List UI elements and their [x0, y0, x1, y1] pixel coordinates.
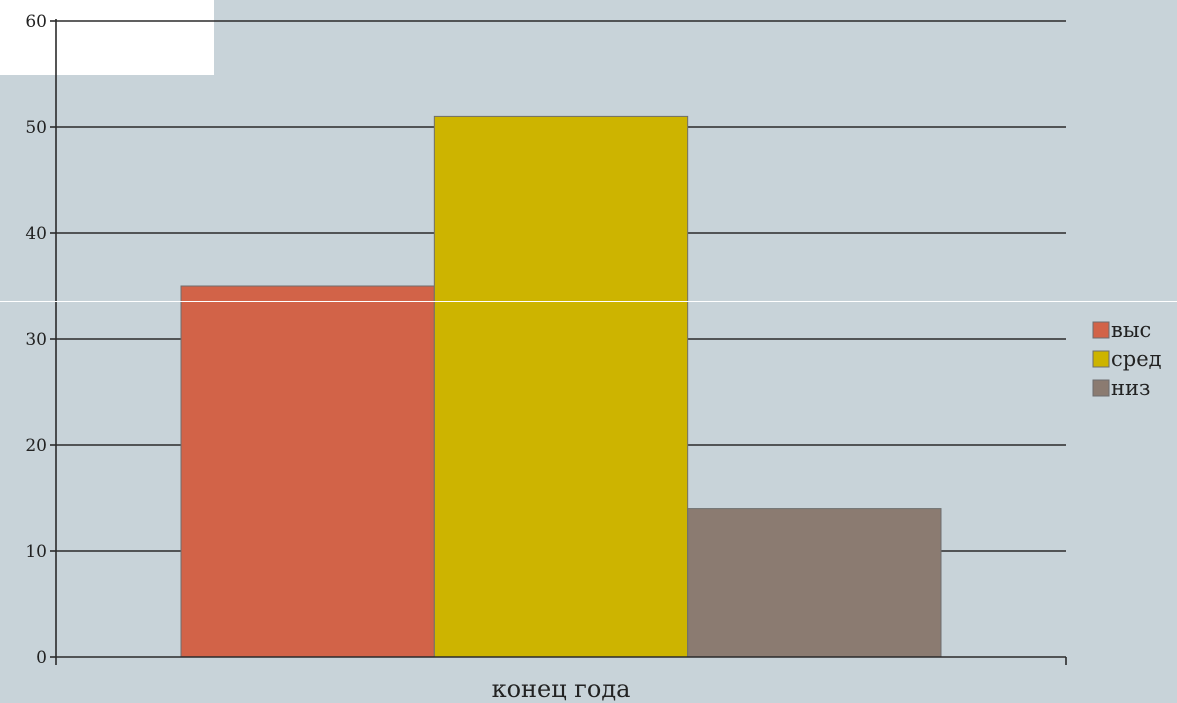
white-divider-line — [0, 301, 1177, 302]
legend-label-низ: низ — [1111, 376, 1150, 400]
legend: выс сред низ — [1092, 318, 1162, 400]
y-tick-label: 20 — [25, 436, 47, 456]
bar-выс — [180, 285, 435, 658]
y-tick-label: 10 — [25, 542, 47, 562]
y-tick-label: 40 — [25, 224, 47, 244]
legend-swatch-низ — [1092, 379, 1110, 397]
legend-label-выс: выс — [1111, 318, 1151, 342]
y-tick-label: 50 — [25, 118, 47, 138]
legend-swatch-выс — [1092, 321, 1110, 339]
legend-swatch-сред — [1092, 350, 1110, 368]
bar-сред — [433, 115, 689, 658]
category-label: конец года — [492, 675, 631, 703]
y-tick-label: 60 — [25, 12, 47, 32]
y-tick-labels: 0 10 20 30 40 50 60 — [25, 12, 47, 668]
axes — [50, 19, 1067, 665]
category-labels: конец года — [492, 675, 631, 703]
legend-label-сред: сред — [1111, 347, 1162, 371]
bars-group — [180, 115, 942, 658]
bar-низ — [687, 508, 942, 658]
y-tick-label: 0 — [36, 648, 47, 668]
y-tick-label: 30 — [25, 330, 47, 350]
white-overlay-box — [0, 0, 214, 75]
